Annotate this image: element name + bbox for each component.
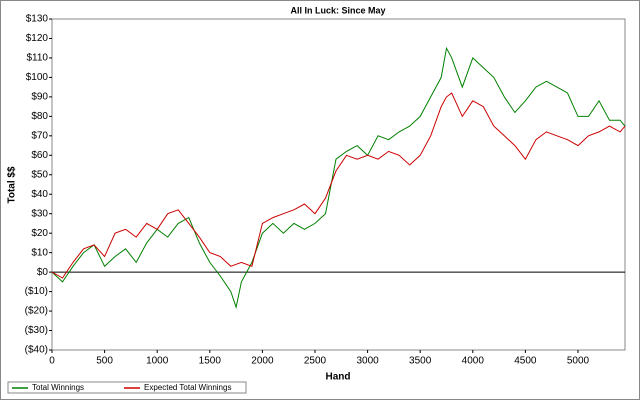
series-line (51, 46, 626, 310)
y-tick-label: $60 (31, 150, 48, 161)
x-tick-label: 4000 (462, 356, 485, 367)
y-tick-label: $10 (31, 247, 48, 258)
y-tick-label: $90 (31, 92, 48, 103)
y-tick-label: $110 (26, 53, 48, 64)
series-line (51, 92, 626, 279)
x-tick-label: 2500 (304, 356, 327, 367)
y-tick-label: $40 (31, 189, 48, 200)
y-tick-label: $130 (26, 14, 49, 25)
x-tick-label: 3500 (409, 356, 432, 367)
y-tick-label: $30 (31, 208, 48, 219)
y-tick-label: $50 (31, 169, 48, 180)
y-axis-label: Total $$ (7, 166, 18, 203)
y-tick-label: ($40) (25, 345, 48, 356)
chart-title: All In Luck: Since May (290, 5, 385, 15)
y-tick-label: $20 (31, 228, 48, 239)
plot-area (51, 18, 626, 351)
x-tick-label: 1500 (199, 356, 222, 367)
x-tick-label: 4500 (514, 356, 537, 367)
y-tick-label: $120 (26, 33, 49, 44)
y-tick-label: ($30) (25, 325, 48, 336)
x-tick-label: 2000 (251, 356, 274, 367)
y-tick-label: ($10) (25, 286, 48, 297)
x-axis-label: Hand (326, 372, 351, 383)
x-tick-label: 500 (96, 356, 113, 367)
x-tick-label: 1000 (146, 356, 169, 367)
legend-label: Expected Total Winnings (144, 383, 231, 392)
y-tick-label: $70 (31, 130, 48, 141)
legend-label: Total Winnings (32, 383, 84, 392)
x-tick-label: 0 (49, 356, 55, 367)
y-tick-label: $0 (37, 267, 49, 278)
x-tick-label: 3000 (356, 356, 379, 367)
y-tick-label: $80 (31, 111, 48, 122)
y-tick-label: ($20) (25, 306, 48, 317)
y-tick-label: $100 (26, 72, 49, 83)
x-tick-label: 5000 (567, 356, 590, 367)
